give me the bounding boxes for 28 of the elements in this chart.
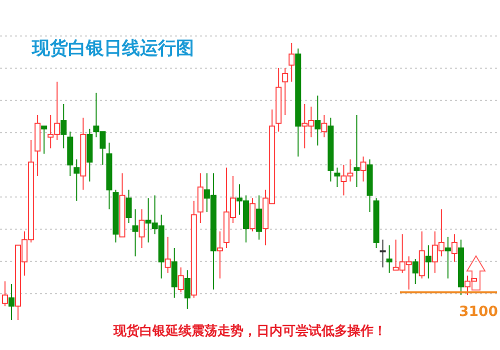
candlestick	[386, 244, 392, 274]
candlestick	[60, 103, 67, 149]
candlestick	[164, 236, 171, 274]
candlestick	[451, 234, 458, 262]
candlestick	[354, 114, 360, 188]
candlestick	[41, 126, 48, 154]
candlestick	[321, 114, 328, 138]
candlestick	[8, 283, 15, 320]
candlestick	[184, 270, 190, 310]
candlestick	[425, 244, 432, 279]
candlestick	[178, 266, 184, 293]
candlestick	[126, 189, 132, 224]
candlestick	[380, 239, 386, 268]
chart-title: 现货白银日线运行图	[31, 38, 194, 59]
candlestick	[360, 156, 366, 182]
candlestick	[138, 208, 145, 248]
candlestick	[282, 67, 288, 116]
candlestick	[412, 258, 418, 284]
text: 现货白银延续震荡走势，日内可尝试低多操作！	[112, 323, 386, 339]
candlestick	[216, 230, 223, 279]
candlestick	[444, 236, 451, 279]
annotation: 3100	[459, 304, 498, 320]
candlestick	[314, 95, 321, 146]
candlestick	[256, 194, 262, 240]
candlestick	[132, 208, 138, 257]
candlestick	[334, 167, 340, 188]
candlestick	[74, 158, 80, 202]
candlestick	[288, 42, 295, 82]
